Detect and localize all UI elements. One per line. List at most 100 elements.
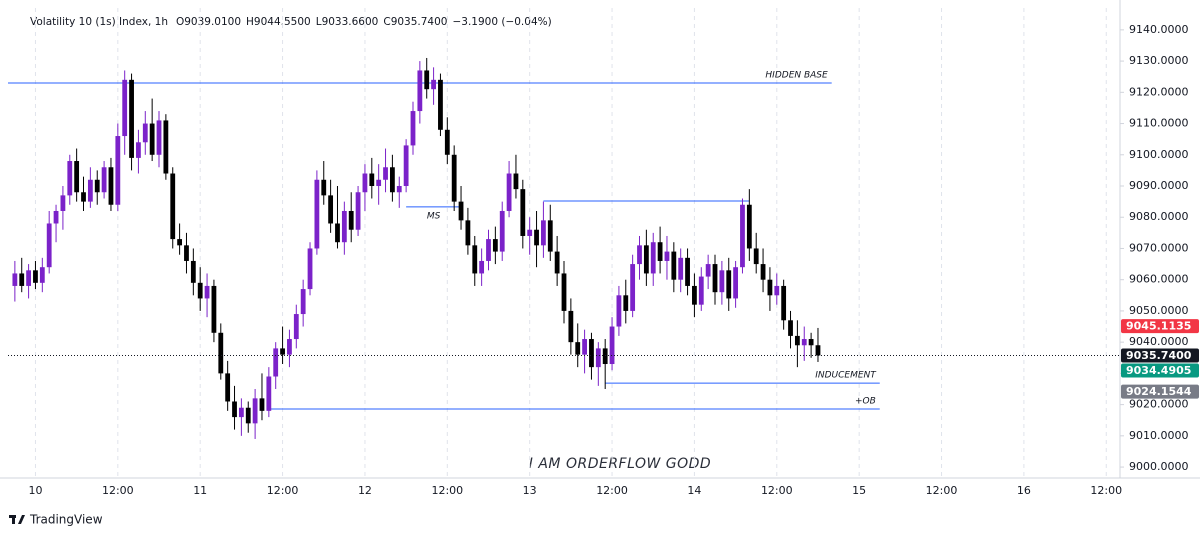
x-tick-label: 12:00 [431,484,463,497]
candle-body [774,285,780,296]
y-tick-label: 9000.0000 [1129,460,1189,473]
candle-body [472,245,478,274]
candle-body [561,273,567,311]
price-tag [1121,363,1199,378]
price-tag-label: 9024.1544 [1126,385,1192,398]
y-tick-label: 9010.0000 [1129,429,1189,442]
annotation-label: HIDDEN BASE [765,70,828,80]
candle-body [369,173,375,187]
candle-body [753,248,759,265]
x-tick-label: 12:00 [102,484,134,497]
price-tag [1121,319,1199,334]
candle-body [637,245,642,265]
candle-body [33,270,38,283]
candle-body [204,285,210,299]
candle-body [163,120,169,174]
y-tick-label: 9120.0000 [1129,85,1189,98]
x-tick-label: 12 [358,484,372,497]
price-tag-label: 9035.7400 [1126,349,1192,362]
candle-body [760,264,766,280]
watermark: I AM ORDERFLOW GODD [529,456,711,472]
candle-body [616,295,622,327]
candle-body [678,257,684,280]
candle-body [362,173,368,193]
candle-body [307,248,313,290]
candle-body [609,326,615,365]
candle-body [142,123,148,143]
candle-body [657,242,663,261]
x-tick-label: 12:00 [926,484,958,497]
candle-body [177,239,183,246]
x-tick-label: 12:00 [761,484,793,497]
candle-body [87,179,93,202]
x-tick-label: 12:00 [596,484,628,497]
candle-body [410,111,416,146]
candle-body [692,285,697,305]
candle-body [492,239,498,252]
candle-body [534,229,539,246]
candle-body [129,79,134,158]
candle-body [740,204,745,268]
y-tick-label: 9050.0000 [1129,304,1189,317]
y-tick-label: 9040.0000 [1129,335,1189,348]
annotation-label: +OB [855,396,876,406]
x-tick-label: 13 [523,484,537,497]
candle-body [685,257,690,286]
candle-body [520,189,526,236]
candle-body [595,348,601,368]
candle-body [376,179,382,187]
candle-body [541,220,546,246]
candle-body [232,401,237,418]
candle-body [115,136,121,205]
chart-header: Volatility 10 (1s) Index, 1h O9039.0100 H9… [30,16,552,28]
candle-body [122,79,128,137]
candle-body [197,282,203,299]
candle-body [767,279,773,296]
price-tag [1121,348,1199,363]
candle-body [149,123,155,155]
plot [8,8,1120,478]
x-tick-label: 11 [193,484,207,497]
candle-body [46,223,52,268]
brand-logo: TradingView [9,513,103,527]
candle-body [486,239,491,261]
x-tick-label: 12:00 [267,484,299,497]
x-tick-label: 16 [1017,484,1031,497]
candle-body [101,167,107,193]
candle-body [389,167,395,193]
candle-body [602,348,608,365]
candle-body [808,339,814,346]
x-tick-label: 12:00 [1090,484,1122,497]
logo-shape [12,515,15,524]
candle-body [403,145,409,187]
candle-body [355,192,361,230]
candle-body [431,79,436,90]
price-tag-label: 9045.1135 [1126,320,1191,333]
candle-body [211,285,217,333]
candle-body [451,154,457,202]
ohlc: H9044.5500 [246,16,311,28]
x-tick-label: 15 [852,484,866,497]
y-tick-label: 9070.0000 [1129,241,1189,254]
candle-body [341,210,347,243]
candle-body [184,245,189,261]
candle-body [218,332,224,374]
candle-body [733,267,739,299]
candle-body [506,173,512,211]
candle-body [259,398,265,411]
y-tick-label: 9100.0000 [1129,148,1189,161]
candle-body [719,270,725,293]
candle-body [623,295,629,311]
candle-body [94,179,100,193]
candle-body [266,376,272,411]
y-tick-label: 9140.0000 [1129,23,1189,36]
y-tick-label: 9130.0000 [1129,54,1189,67]
x-tick-label: 14 [687,484,701,497]
ohlc: O9039.0100 [176,16,241,28]
candle-body [554,251,560,274]
candle-body [547,220,553,252]
candle-body [252,398,258,424]
candle-body [136,142,141,158]
candle-body [643,245,649,274]
candle-body [465,220,471,246]
